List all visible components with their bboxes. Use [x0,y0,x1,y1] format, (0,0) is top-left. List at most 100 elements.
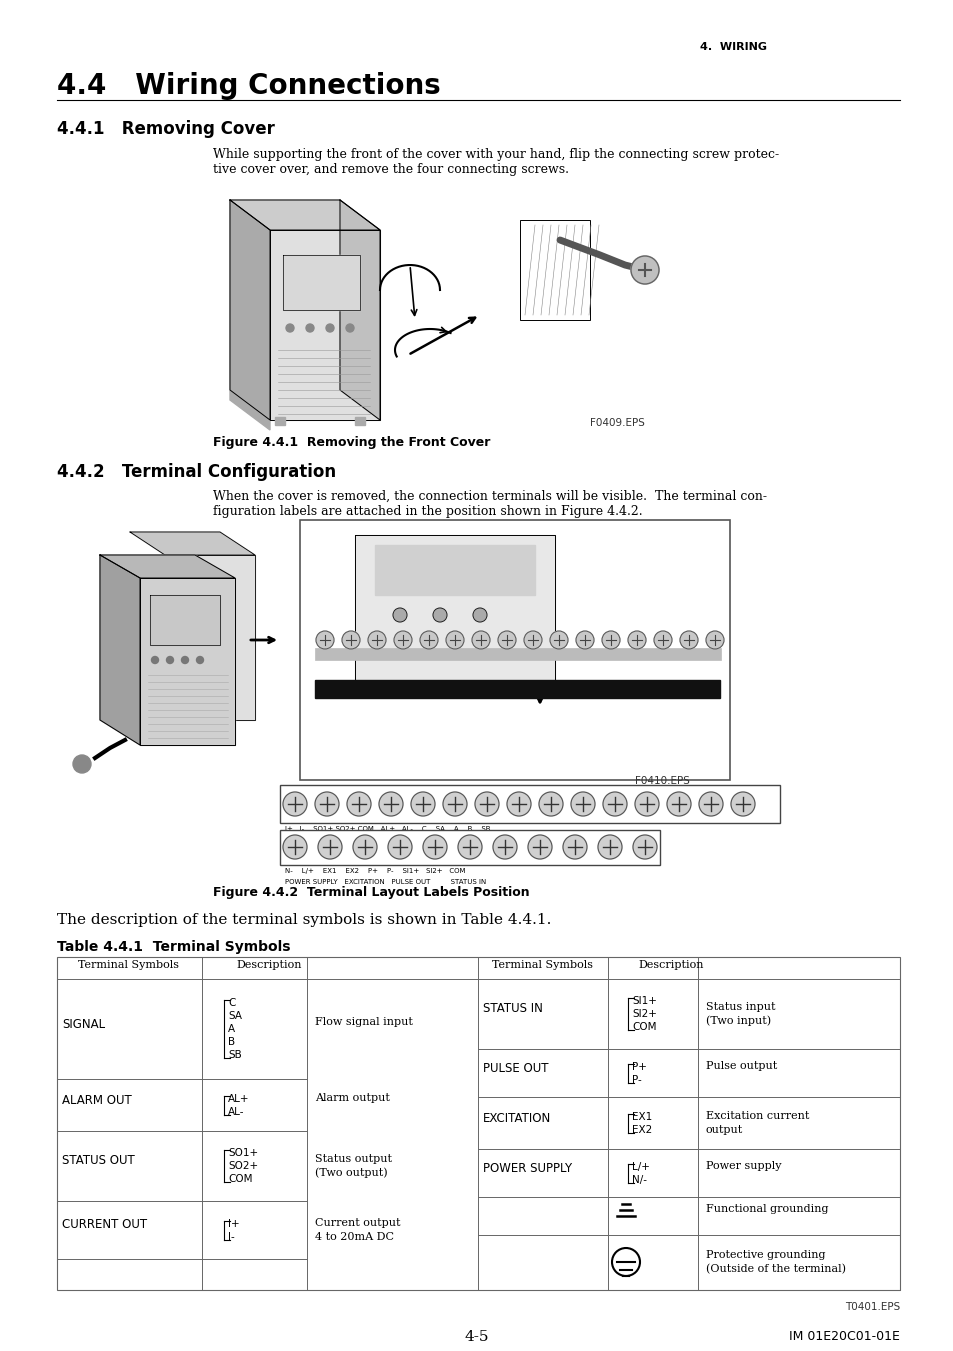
Circle shape [506,792,531,816]
Text: 4.4.2   Terminal Configuration: 4.4.2 Terminal Configuration [57,463,335,481]
Circle shape [167,657,173,663]
Text: A: A [228,1024,234,1034]
Text: P+: P+ [631,1062,646,1071]
Circle shape [497,631,516,648]
Text: EXCITATION: EXCITATION [482,1112,551,1124]
Circle shape [562,835,586,859]
Polygon shape [100,555,140,744]
Circle shape [306,324,314,332]
Circle shape [654,631,671,648]
Bar [57,957,899,1290]
Text: SA: SA [228,1011,242,1021]
Text: Status output: Status output [314,1154,392,1165]
Text: F0409.EPS: F0409.EPS [589,417,644,428]
Circle shape [314,792,338,816]
Circle shape [699,792,722,816]
Text: Terminal Symbols: Terminal Symbols [492,961,593,970]
Text: Table 4.4.1  Terminal Symbols: Table 4.4.1 Terminal Symbols [57,940,291,954]
Circle shape [493,835,517,859]
Circle shape [630,255,659,284]
Circle shape [368,631,386,648]
Circle shape [346,324,354,332]
Text: output: output [705,1125,742,1135]
Circle shape [571,792,595,816]
Text: PULSE OUT: PULSE OUT [482,1062,548,1074]
Polygon shape [100,555,234,578]
Polygon shape [165,555,254,720]
Text: SIGNAL: SIGNAL [62,1017,105,1031]
Text: 4.  WIRING: 4. WIRING [700,42,766,51]
Text: AL-: AL- [228,1106,244,1117]
Text: AL+: AL+ [228,1094,250,1104]
Circle shape [550,631,567,648]
Circle shape [419,631,437,648]
Text: N-    L/+    EX1    EX2    P+    P-    SI1+   SI2+   COM: N- L/+ EX1 EX2 P+ P- SI1+ SI2+ COM [285,867,465,874]
Circle shape [422,835,447,859]
Text: STATUS OUT: STATUS OUT [62,1155,134,1167]
Text: EX1: EX1 [631,1112,652,1121]
Polygon shape [339,200,379,420]
Circle shape [411,792,435,816]
Text: SI1+: SI1+ [631,996,657,1006]
Circle shape [326,324,334,332]
Text: (Outside of the terminal): (Outside of the terminal) [705,1263,845,1274]
Text: L/+: L/+ [631,1162,649,1173]
Circle shape [576,631,594,648]
Text: I+   I-    SO1+ SO2+ COM   AL+   AL-    C    SA    A    B    SB: I+ I- SO1+ SO2+ COM AL+ AL- C SA A B SB [285,825,490,832]
Text: Excitation current: Excitation current [705,1111,808,1121]
Text: 4 to 20mA DC: 4 to 20mA DC [314,1232,394,1242]
Text: T0401.EPS: T0401.EPS [843,1302,899,1312]
Text: Protective grounding: Protective grounding [705,1250,824,1260]
Circle shape [442,792,467,816]
Circle shape [393,608,407,621]
Text: EX2: EX2 [631,1125,652,1135]
Bar [314,680,720,698]
Circle shape [666,792,690,816]
Text: 4.4.1   Removing Cover: 4.4.1 Removing Cover [57,120,274,138]
Text: CURRENT OUT      STATUS OUT       ALARM OUT                SIGNAL: CURRENT OUT STATUS OUT ALARM OUT SIGNAL [285,836,510,842]
Text: Description: Description [638,961,703,970]
Text: SB: SB [228,1050,241,1061]
Text: Alarm output: Alarm output [314,1093,390,1102]
Circle shape [602,792,626,816]
Circle shape [433,608,447,621]
Bar [274,417,285,426]
Text: ALARM OUT: ALARM OUT [62,1093,132,1106]
Circle shape [286,324,294,332]
Circle shape [679,631,698,648]
Polygon shape [140,578,234,744]
Bar [314,648,720,661]
Text: Figure 4.4.2  Terminal Layout Labels Position: Figure 4.4.2 Terminal Layout Labels Posi… [213,886,529,898]
Text: Power supply: Power supply [705,1161,781,1171]
Polygon shape [230,200,270,430]
Text: Pulse output: Pulse output [705,1061,777,1071]
Text: IM 01E20C01-01E: IM 01E20C01-01E [788,1329,899,1343]
Text: I+: I+ [228,1219,239,1229]
Text: Status input: Status input [705,1002,775,1012]
Text: Description: Description [236,961,301,970]
Circle shape [598,835,621,859]
Circle shape [473,608,486,621]
Text: B: B [228,1038,234,1047]
Circle shape [730,792,754,816]
Text: Flow signal input: Flow signal input [314,1017,413,1027]
Text: POWER SUPPLY: POWER SUPPLY [482,1162,572,1174]
Circle shape [315,631,334,648]
Circle shape [633,835,657,859]
Text: When the cover is removed, the connection terminals will be visible.  The termin: When the cover is removed, the connectio… [213,490,766,503]
Circle shape [601,631,619,648]
Circle shape [475,792,498,816]
Bar [355,417,365,426]
Text: tive cover over, and remove the four connecting screws.: tive cover over, and remove the four con… [213,163,568,176]
Bar [280,785,780,823]
Circle shape [394,631,412,648]
Polygon shape [283,255,359,309]
Bar [519,220,589,320]
Text: Current output: Current output [314,1219,400,1228]
Circle shape [378,792,402,816]
Text: Terminal Symbols: Terminal Symbols [78,961,179,970]
Text: COM: COM [228,1174,253,1183]
Circle shape [472,631,490,648]
Circle shape [317,835,341,859]
Bar [280,830,659,865]
